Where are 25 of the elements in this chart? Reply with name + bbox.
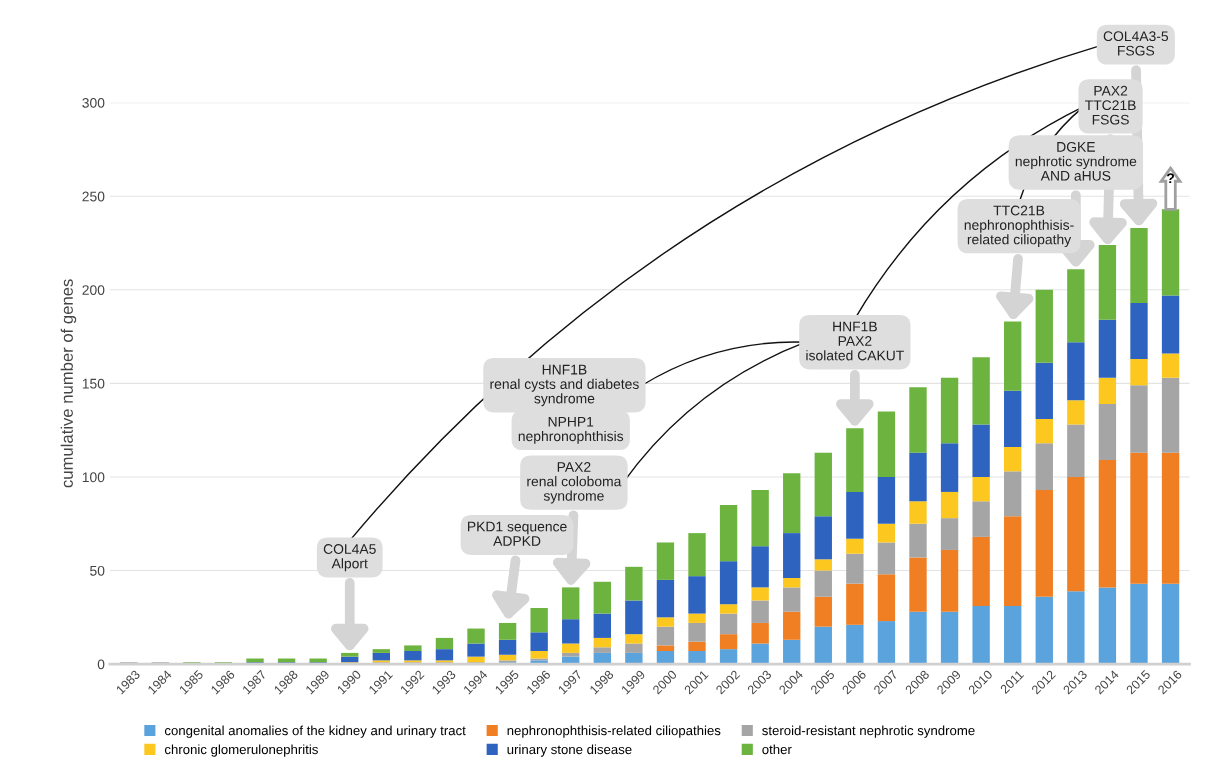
legend-label: other (762, 744, 792, 755)
y-tick-label: 200 (82, 285, 105, 295)
y-tick-label: 0 (97, 659, 105, 670)
y-tick-label: 50 (90, 565, 105, 576)
y-tick-label: 150 (82, 378, 105, 389)
y-tick-label: 250 (82, 191, 105, 202)
y-tick-label: 100 (82, 472, 105, 483)
annotation: PKD1 sequence ADPKD (468, 521, 567, 546)
annotation: DGKE nephrotic syndrome AND aHUS (1015, 141, 1137, 181)
annotation: ? (1166, 173, 1174, 183)
annotation: COL4A3-5 FSGS (1103, 31, 1169, 56)
annotation: PAX2 renal coloboma syndrome (527, 462, 622, 504)
annotation: TTC21B nephronophthisis- related ciliopathy (964, 205, 1074, 248)
annotation: COL4A5 Alport (323, 544, 376, 572)
annotation: HNF1B renal cysts and diabetes syndrome (490, 364, 639, 407)
legend-label: urinary stone disease (507, 744, 632, 757)
legend-label: congenital anomalies of the kidney and urinary tract (164, 725, 466, 738)
annotation: HNF1B PAX2 isolated CAKUT (806, 321, 904, 361)
y-axis-title: cumulative number of genes (60, 279, 77, 488)
annotation: PAX2 TTC21B FSGS (1085, 85, 1136, 125)
legend-label: chronic glomerulonephritis (164, 744, 318, 757)
legend-label: steroid-resistant nephrotic syndrome (762, 725, 975, 738)
annotation: NPHP1 nephronophthisis (518, 416, 624, 444)
y-tick-label: 300 (82, 97, 105, 108)
legend-label: nephronophthisis-related ciliopathies (507, 725, 721, 738)
